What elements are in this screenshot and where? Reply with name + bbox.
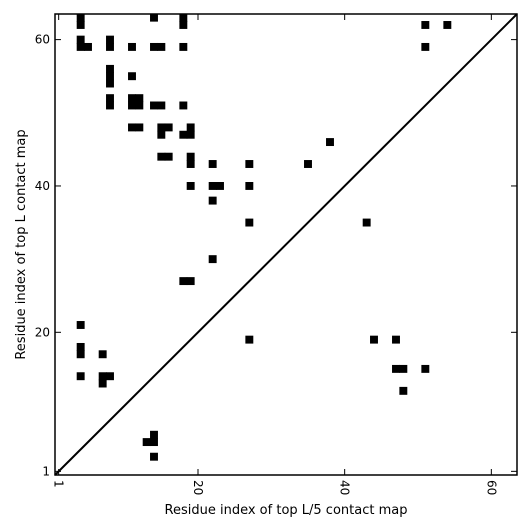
contact-cell-upper [106, 79, 114, 88]
x-tick-label: 40 [338, 480, 352, 495]
contact-cell-upper [186, 182, 195, 190]
contact-cell-upper [106, 35, 114, 44]
y-tick-label: 40 [35, 179, 50, 193]
x-tick-label: 1 [52, 480, 66, 488]
contact-cell-lower [150, 438, 158, 447]
contact-cell-upper [443, 21, 452, 29]
contact-cell-lower [76, 342, 85, 351]
contact-cell-upper [150, 13, 158, 22]
contact-cell-upper [208, 255, 217, 264]
contact-cell-upper [304, 160, 312, 168]
contact-cell-upper [245, 182, 254, 190]
contact-cell-upper [208, 182, 217, 190]
contact-cell-lower [150, 430, 158, 439]
y-tick-label: 20 [35, 325, 50, 339]
plot-frame [54, 13, 518, 476]
contact-cell-lower [392, 335, 400, 344]
contact-cell-lower [245, 335, 254, 344]
contact-cell-upper [179, 130, 188, 139]
contact-cell-upper [128, 42, 136, 51]
contact-cell-upper [421, 42, 430, 51]
contact-cell-upper [106, 42, 114, 51]
contact-cell-upper [106, 101, 114, 110]
contact-cell-upper [186, 130, 195, 139]
contact-cell-lower [76, 350, 85, 359]
contact-cell-lower [76, 372, 85, 381]
contact-cell-upper [179, 277, 188, 286]
contact-cell-lower [98, 379, 107, 388]
contact-cell-upper [186, 277, 195, 286]
contact-cell-upper [106, 72, 114, 81]
contact-cell-upper [208, 160, 217, 168]
contact-cell-upper [216, 182, 224, 190]
contact-cell-lower [106, 372, 114, 381]
contact-cell-upper [186, 123, 195, 132]
contact-cell-upper [76, 42, 85, 51]
contact-cell-lower [98, 350, 107, 359]
y-tick-label: 1 [42, 464, 50, 478]
contact-cell-upper [128, 72, 136, 81]
x-tick-label: 20 [191, 480, 205, 495]
contact-cell-upper [164, 152, 173, 161]
contact-cell-lower [98, 372, 107, 381]
contact-cell-upper [76, 35, 85, 44]
contact-cell-upper [128, 101, 136, 110]
x-tick-label: 60 [484, 480, 498, 495]
x-axis-label: Residue index of top L/5 contact map [165, 503, 408, 518]
contact-cell-upper [135, 123, 144, 132]
contact-cell-upper [135, 101, 144, 110]
contact-cell-upper [179, 42, 188, 51]
contact-cell-lower [362, 218, 371, 227]
contact-cell-upper [157, 130, 166, 139]
contact-cell-upper [157, 42, 166, 51]
contact-cell-upper [421, 21, 430, 29]
contact-cell-upper [186, 152, 195, 161]
contact-cell-lower [142, 438, 151, 447]
contact-cell-upper [179, 13, 188, 22]
contact-cell-upper [106, 94, 114, 103]
contact-cell-upper [150, 42, 158, 51]
contact-cell-lower [76, 321, 85, 329]
diagonal-line [54, 13, 518, 476]
contact-cell-upper [157, 123, 166, 132]
contact-cell-upper [84, 42, 92, 51]
contact-cell-upper [245, 218, 254, 227]
contact-cell-upper [245, 160, 254, 168]
contact-cell-upper [157, 101, 166, 110]
contact-cell-upper [179, 101, 188, 110]
contact-cell-upper [179, 21, 188, 29]
contact-cell-lower [421, 364, 430, 373]
contact-cell-lower [399, 386, 408, 395]
contact-cell-lower [399, 364, 408, 373]
contact-cell-upper [76, 13, 85, 22]
contact-cell-upper [150, 101, 158, 110]
contact-cell-upper [106, 64, 114, 73]
contact-cell-upper [128, 94, 136, 103]
contact-cell-upper [128, 123, 136, 132]
contact-cells [76, 13, 452, 461]
contact-cell-upper [164, 123, 173, 132]
contact-cell-upper [135, 94, 144, 103]
contact-cell-upper [186, 160, 195, 168]
contact-cell-upper [157, 152, 166, 161]
contact-cell-upper [76, 21, 85, 29]
contact-cell-upper [326, 138, 334, 147]
y-tick-label: 60 [35, 33, 50, 47]
contact-cell-lower [150, 452, 158, 461]
contact-cell-lower [370, 335, 378, 344]
contact-cell-lower [392, 364, 400, 373]
contact-cell-upper [208, 196, 217, 205]
axis-ticks: 1 20 40 60 1 20 40 60 [35, 14, 517, 495]
y-axis-label: Residue index of top L contact map [14, 129, 29, 359]
